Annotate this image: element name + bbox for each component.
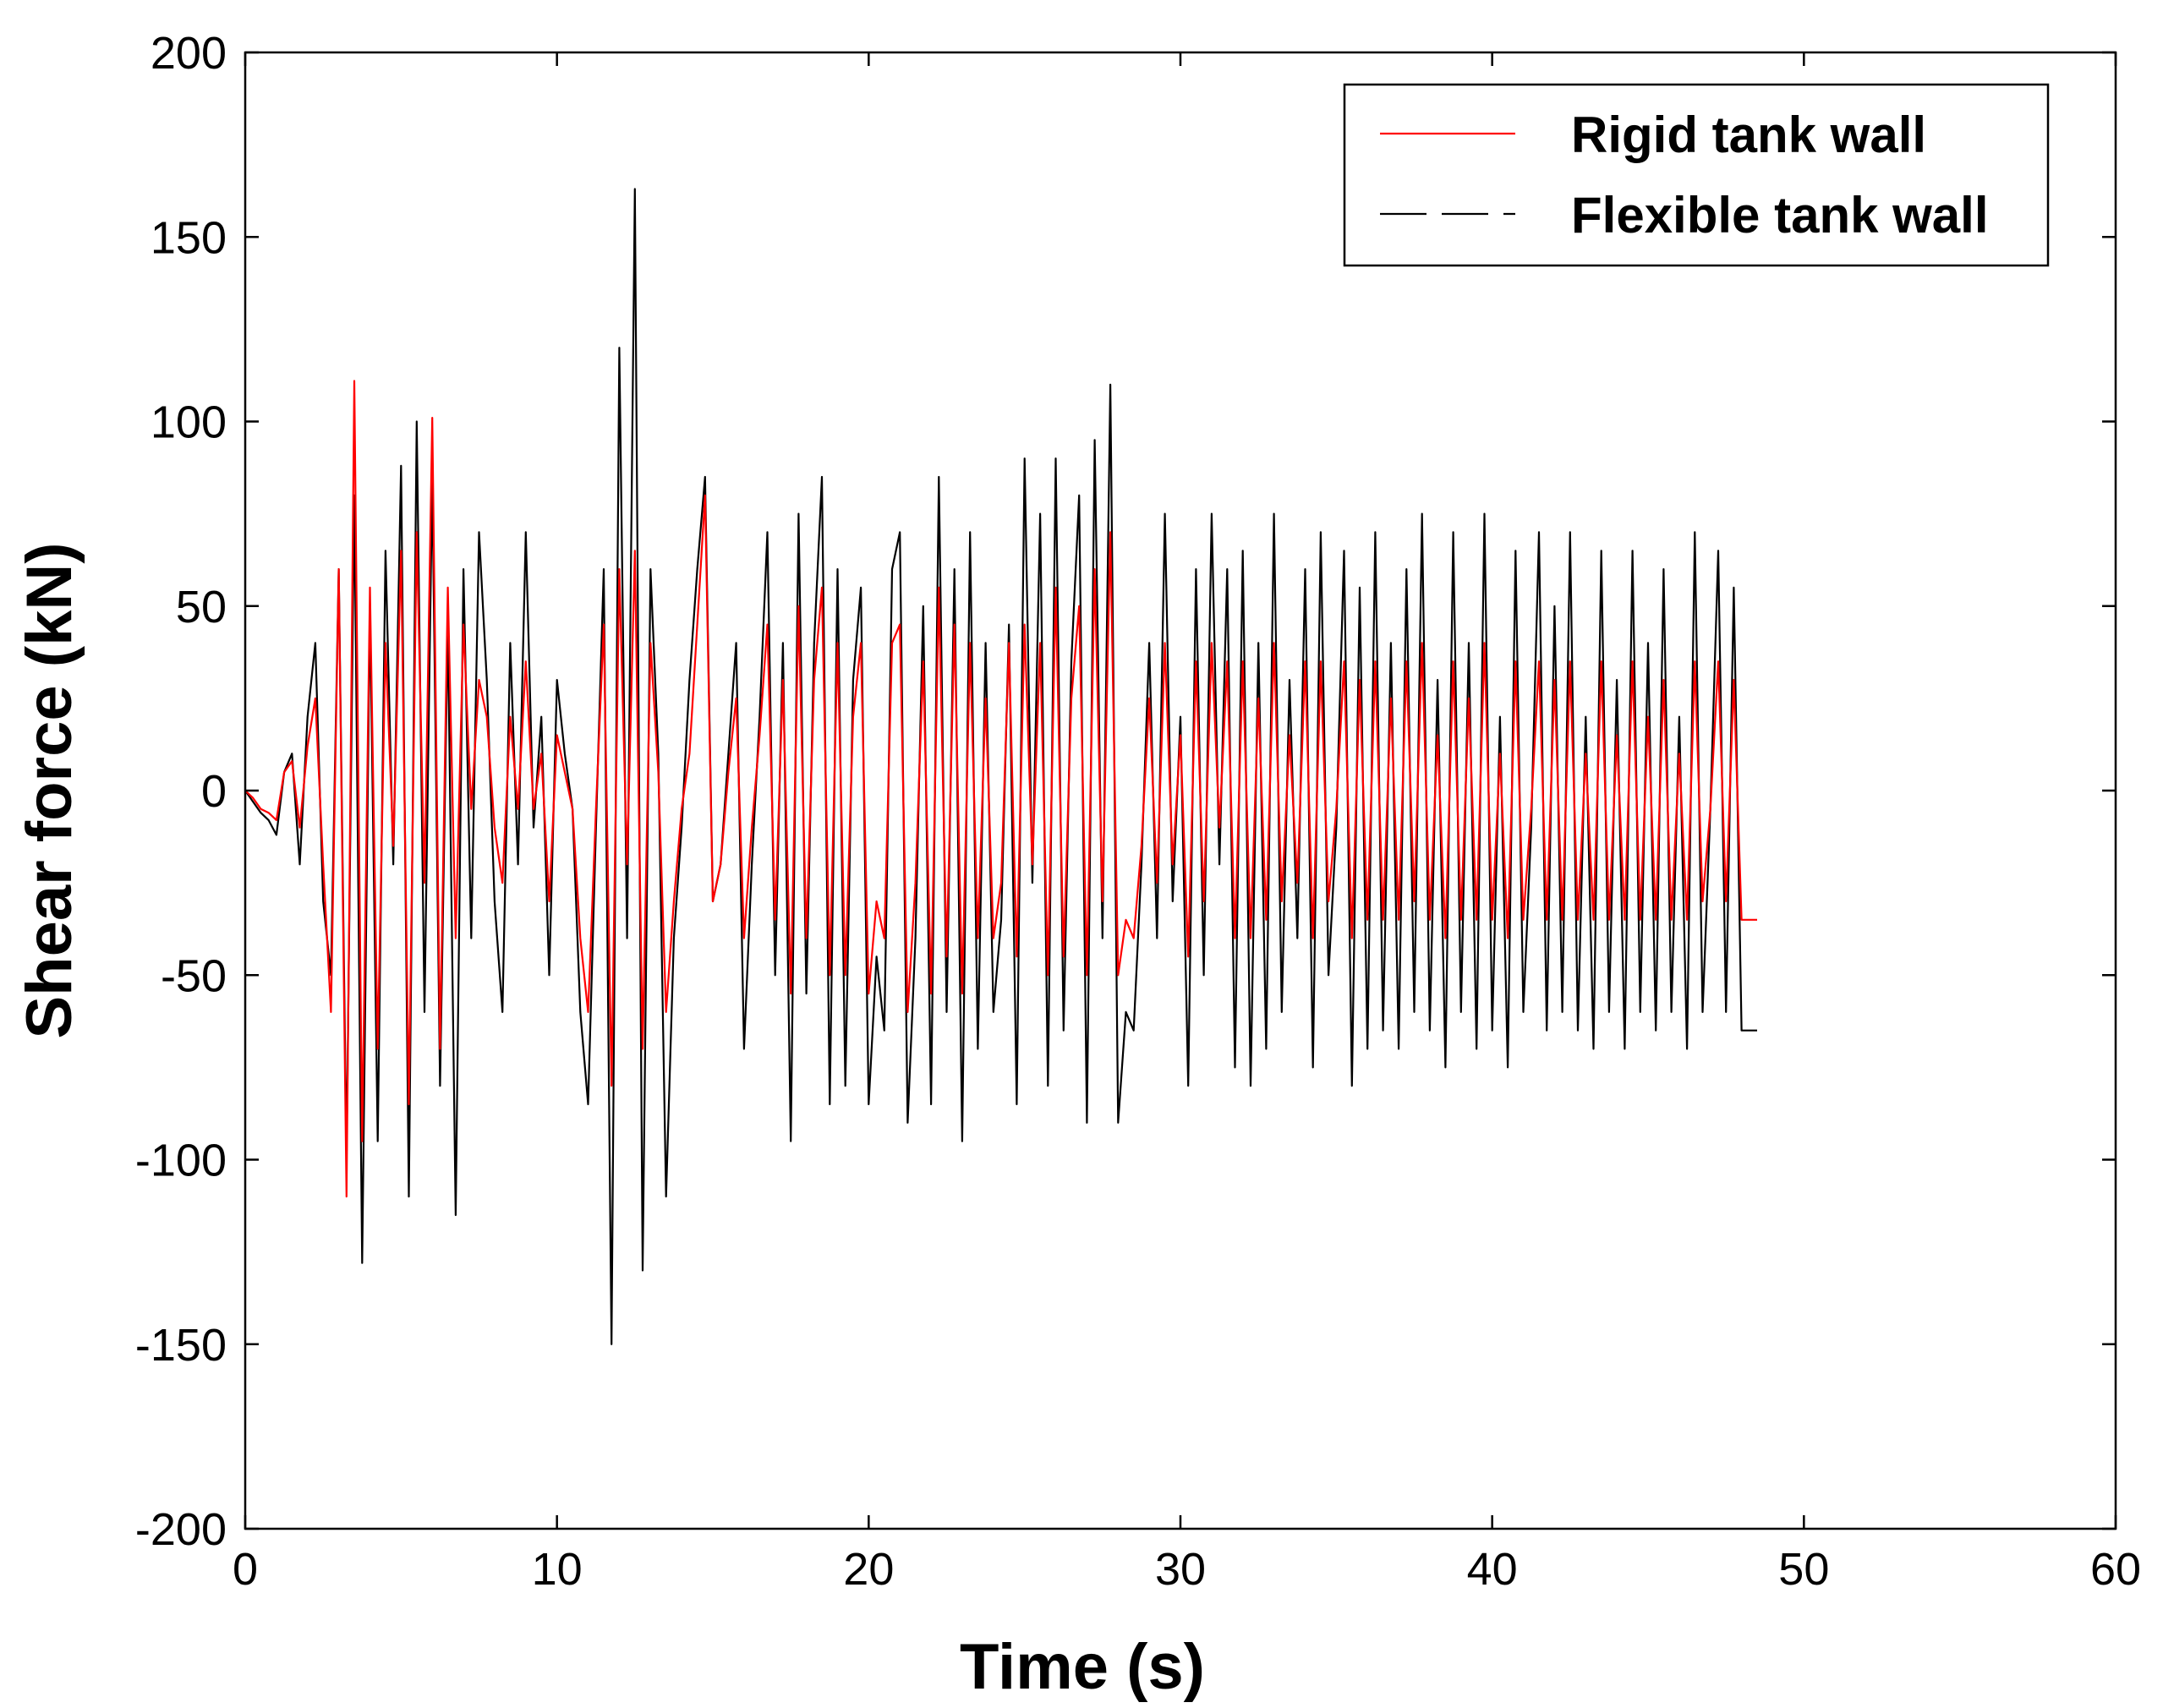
legend-label-rigid: Rigid tank wall bbox=[1571, 107, 1926, 163]
legend-label-flexible: Flexible tank wall bbox=[1571, 187, 1989, 244]
legend-box bbox=[1343, 83, 2050, 267]
y-tick-label: -150 bbox=[135, 1320, 227, 1371]
y-tick-label: -200 bbox=[135, 1504, 227, 1555]
y-tick-label: -50 bbox=[161, 950, 227, 1001]
x-tick-label: 20 bbox=[843, 1544, 894, 1595]
x-tick-label: 0 bbox=[233, 1544, 258, 1595]
y-tick-label: 100 bbox=[151, 397, 227, 448]
x-axis-title: Time (s) bbox=[960, 1631, 1205, 1703]
plot-area: 0 10 20 30 40 50 60 -200 -150 -100 -50 0 50 100 150 20… bbox=[135, 28, 2141, 1595]
series-line-rigid bbox=[244, 380, 1757, 1198]
x-axis-ticks: 0 10 20 30 40 50 60 bbox=[233, 52, 2141, 1595]
y-tick-label: 0 bbox=[201, 766, 227, 817]
y-axis-ticks: -200 -150 -100 -50 0 50 100 150 200 bbox=[135, 28, 2116, 1555]
y-axis-title: Shear force (kN) bbox=[14, 542, 85, 1038]
legend: Rigid tank wall Flexible tank wall bbox=[1343, 83, 2050, 267]
series-group bbox=[244, 188, 1757, 1345]
y-tick-label: 200 bbox=[151, 28, 227, 79]
series-line-flexible bbox=[244, 188, 1757, 1345]
x-tick-label: 10 bbox=[532, 1544, 583, 1595]
x-tick-label: 40 bbox=[1467, 1544, 1518, 1595]
x-tick-label: 50 bbox=[1778, 1544, 1829, 1595]
y-tick-label: 50 bbox=[176, 582, 227, 632]
y-tick-label: 150 bbox=[151, 212, 227, 263]
y-tick-label: -100 bbox=[135, 1136, 227, 1186]
x-tick-label: 30 bbox=[1155, 1544, 1206, 1595]
x-tick-label: 60 bbox=[2090, 1544, 2141, 1595]
